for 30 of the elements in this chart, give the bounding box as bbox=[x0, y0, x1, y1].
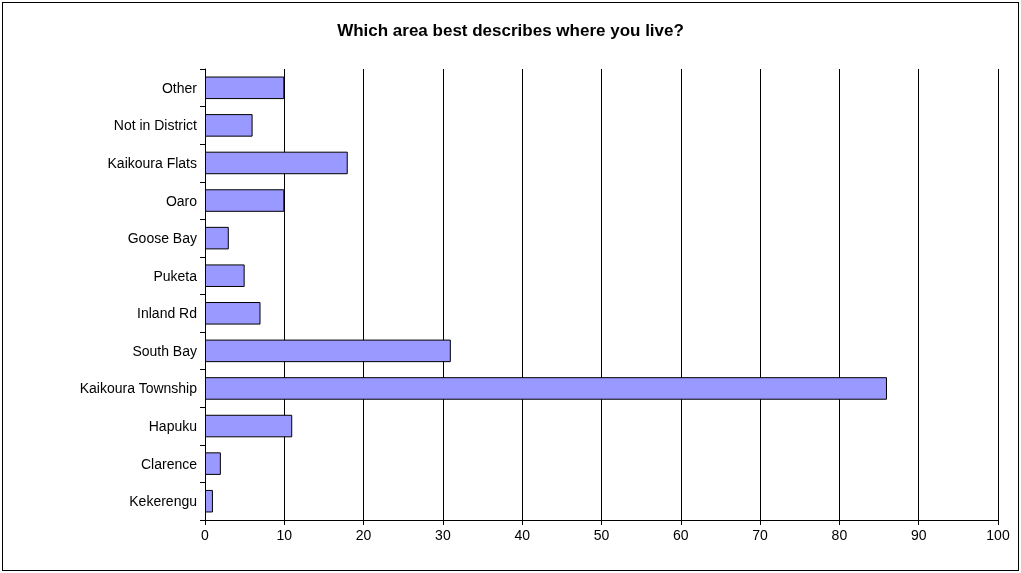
bar bbox=[205, 114, 253, 137]
bar bbox=[205, 302, 261, 325]
x-tick-label: 60 bbox=[673, 527, 689, 543]
x-tick-label: 40 bbox=[514, 527, 531, 543]
x-tick-label: 80 bbox=[831, 527, 848, 543]
bar bbox=[205, 226, 229, 250]
x-tick-label: 50 bbox=[593, 527, 610, 543]
x-tick-label: 10 bbox=[276, 527, 293, 543]
x-tick-label: 100 bbox=[986, 527, 1010, 543]
y-tick-label: Inland Rd bbox=[137, 305, 197, 322]
bar bbox=[205, 452, 221, 475]
bar bbox=[205, 264, 245, 287]
bar bbox=[205, 489, 213, 513]
y-tick-label: Puketa bbox=[153, 267, 198, 284]
y-tick-label: Oaro bbox=[165, 192, 198, 209]
y-tick-label: Kaikoura Flats bbox=[107, 154, 197, 171]
y-tick-label: Goose Bay bbox=[127, 230, 197, 247]
y-tick-label: Hapuku bbox=[148, 418, 197, 435]
y-tick-label: Kaikoura Township bbox=[79, 380, 198, 397]
y-tick-label: South Bay bbox=[132, 342, 197, 359]
x-tick-label: 70 bbox=[752, 527, 769, 543]
y-tick-label: Kekerengu bbox=[129, 493, 197, 510]
y-tick-label: Other bbox=[161, 79, 198, 96]
chart-title: Which area best describes where you live? bbox=[337, 21, 684, 40]
x-tick-label: 90 bbox=[910, 527, 927, 543]
x-tick-label: 0 bbox=[201, 527, 210, 543]
y-tick-label: Not in District bbox=[113, 117, 198, 134]
y-tick-label: Clarence bbox=[140, 455, 198, 472]
x-tick-label: 20 bbox=[355, 527, 372, 543]
x-tick-label: 30 bbox=[435, 527, 451, 543]
